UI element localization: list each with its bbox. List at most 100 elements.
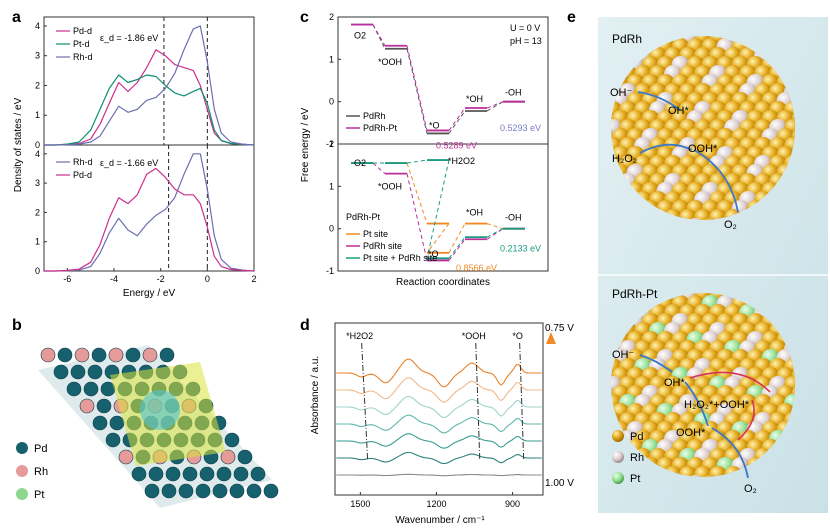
dos-ytick-label: 3: [35, 178, 40, 188]
charge-density-center: [140, 390, 180, 430]
reaction-arrows-bottom-red: [689, 371, 771, 441]
label-oh-minus-bottom: OH⁻: [612, 349, 635, 361]
label-oh-star-top: OH*: [668, 105, 690, 117]
fe-connector: [486, 223, 504, 230]
pd-atom: [53, 364, 69, 380]
species-ooh-bot: *OOH: [378, 182, 402, 192]
fe-top-gap2: 0.5293 eV: [500, 123, 541, 133]
species-o-top: *O: [429, 120, 440, 130]
legend-pd-d-bot: Pd-d: [73, 170, 92, 180]
surface-spheres-bottom: [611, 293, 795, 477]
schematic-legend: Pd Rh Pt: [612, 430, 644, 485]
pd-sphere: [709, 209, 727, 220]
ir-spectrum: [336, 358, 542, 388]
label-o2-top: O₂: [724, 219, 737, 231]
ir-xtick-label: 1200: [426, 499, 446, 509]
panel-label-e: e: [567, 9, 576, 26]
fe-connector: [448, 223, 466, 254]
rh-atom: [220, 449, 236, 465]
structure-legend: Pd Rh Pt: [16, 442, 48, 501]
legend-pd-sphere: [612, 430, 624, 442]
fe-connector: [406, 173, 428, 261]
label-oh-minus-top: OH⁻: [610, 87, 633, 99]
fe-top-legend-label: PdRh: [363, 111, 386, 121]
pd-atom: [125, 347, 141, 363]
label-ooh-star-bottom: OOH*: [676, 427, 706, 439]
rh-atom: [74, 347, 90, 363]
species-o-bot: *O: [428, 249, 439, 259]
panel-e-schematic: PdRh PdRh-Pt OH⁻ OH* H₂O₂ OOH* O₂: [598, 17, 828, 513]
dos-xtick-label: 0: [205, 274, 210, 284]
pd-atom: [148, 466, 164, 482]
potential-top-label: 0.75 V: [545, 323, 574, 334]
dos-bottom-frame: [43, 144, 255, 272]
fe-connector: [448, 238, 466, 261]
fe-connector: [426, 223, 450, 254]
species-oh-bot: *OH: [466, 208, 483, 218]
label-h2o2-top: H₂O₂: [612, 153, 637, 165]
pd-atom: [57, 347, 73, 363]
fe-connector: [372, 162, 386, 175]
dos-ytick-label: 3: [35, 51, 40, 61]
legend-rh-name: Rh: [630, 452, 644, 464]
species-ooh-top: *OOH: [378, 57, 402, 67]
dos-top-legend: Pd-d Pt-d Rh-d ε_d = -1.86 eV: [56, 26, 158, 62]
fe-ytick-label: -1: [326, 266, 334, 276]
legend-pt-name: Pt: [630, 473, 640, 485]
species-ohminus-top: -OH: [505, 88, 522, 98]
dos-ytick-label: 4: [35, 149, 40, 159]
pd-atom: [195, 483, 211, 499]
potential-bottom-label: 1.00 V: [545, 478, 574, 489]
dos-ytick-label: 1: [35, 110, 40, 120]
ir-frame: [334, 322, 544, 496]
dos-xtick-label: -4: [110, 274, 118, 284]
fe-bottom-plot: -1 0 1 2 O2 *OOH *O *H2O2 *OH -OH 0.8566 eV0.2133 …: [326, 139, 541, 276]
fe-connector: [406, 159, 428, 164]
fe-bot-legend-label: PdRh site: [363, 241, 402, 251]
fe-condition-u: U = 0 V: [510, 23, 540, 33]
pd-atom: [91, 347, 107, 363]
legend-pt-atom: [16, 488, 28, 500]
ir-peak-label: *OOH: [462, 331, 486, 341]
ir-peak-marker: [361, 342, 369, 461]
fe-ytick-label: -1: [326, 139, 334, 149]
legend-pd-d-top: Pd-d: [73, 26, 92, 36]
ir-peak-marker: [475, 342, 481, 461]
ir-spectrum: [336, 451, 542, 465]
dos-xtick-label: 2: [251, 274, 256, 284]
pd-atom: [182, 466, 198, 482]
panel-d-spectra: 1500 1200 900 *H2O2 *OOH *O Absorbance / a.u.…: [310, 322, 574, 526]
dos-curve-pd-d: [44, 49, 255, 146]
fe-connector: [448, 107, 466, 131]
legend-pt-label: Pt: [34, 489, 44, 501]
ir-xlabel: Wavenumber / cm⁻¹: [395, 515, 485, 526]
legend-pd-atom: [16, 442, 28, 454]
fe-connector: [372, 24, 386, 49]
fe-connector: [372, 24, 386, 47]
dos-xlabel: Energy / eV: [123, 288, 176, 299]
fe-ytick-label: 0: [329, 97, 334, 107]
legend-pd-name: Pd: [630, 431, 643, 443]
pd-sphere: [679, 209, 697, 220]
rh-atom: [40, 347, 56, 363]
fe-condition-ph: pH = 13: [510, 36, 542, 46]
fe-bottom-frame: [337, 143, 549, 272]
fe-ytick-label: 1: [329, 54, 334, 64]
ir-xtick-label: 900: [505, 499, 520, 509]
pd-atom: [246, 483, 262, 499]
pd-atom: [250, 466, 266, 482]
rh-atom: [108, 347, 124, 363]
panel-label-c: c: [300, 9, 309, 26]
pd-atom: [216, 466, 232, 482]
dos-bottom-annotation: ε_d = -1.66 eV: [100, 158, 158, 168]
dos-ytick-label: 4: [35, 21, 40, 31]
label-ooh-star-top: OOH*: [688, 143, 718, 155]
legend-pd-label: Pd: [34, 443, 47, 455]
pd-atom: [109, 415, 125, 431]
legend-pt-sphere: [612, 472, 624, 484]
dos-ytick-label: 2: [35, 80, 40, 90]
fe-top-legend-label: PdRh-Pt: [363, 123, 398, 133]
fe-bot-gap1: 0.8566 eV: [456, 263, 497, 273]
pd-atom: [199, 466, 215, 482]
fe-connector: [486, 228, 504, 238]
